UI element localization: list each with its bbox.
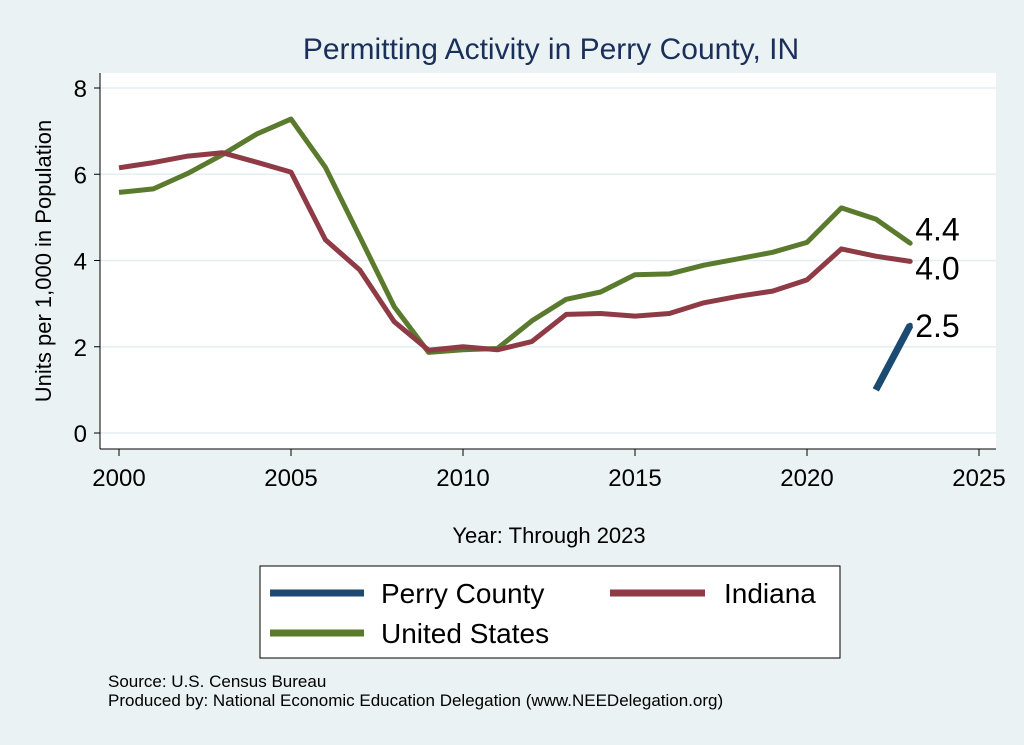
axis-layer: 0 2 4 6 8 2000 2005 2010 2015 2020 2025: [74, 73, 1006, 492]
series-endpoint-united-states: [907, 240, 913, 246]
y-tick-label: 8: [74, 76, 87, 103]
x-axis-label: Year: Through 2023: [452, 523, 645, 548]
x-tick-label: 2025: [952, 465, 1005, 492]
legend-label-perry-county: Perry County: [381, 578, 544, 609]
y-tick-label: 2: [74, 335, 87, 362]
producer-line: Produced by: National Economic Education…: [108, 691, 724, 710]
x-tick-label: 2020: [780, 465, 833, 492]
legend-label-indiana: Indiana: [724, 578, 816, 609]
end-label-united-states: 4.4: [915, 211, 959, 247]
y-tick-label: 4: [74, 249, 87, 276]
source-line: Source: U.S. Census Bureau: [108, 672, 327, 691]
series-layer: [118, 116, 914, 392]
series-line-united-states: [118, 116, 912, 355]
x-tick-label: 2015: [608, 465, 661, 492]
source-note: Source: U.S. Census Bureau Produced by: …: [108, 672, 723, 710]
label-layer: 2.5 4.04.4: [915, 211, 959, 344]
series-line-indiana: [118, 150, 911, 353]
chart-title: Permitting Activity in Perry County, IN: [303, 33, 799, 66]
y-tick-label: 6: [74, 162, 87, 189]
legend-label-united-states: United States: [381, 618, 549, 649]
grid-layer: [100, 87, 996, 434]
legend-box: [259, 565, 841, 659]
legend: Perry County Indiana United States: [259, 565, 841, 659]
series-line-perry-county: [872, 323, 914, 392]
x-tick-label: 2010: [436, 465, 489, 492]
end-label-indiana: 4.0: [915, 250, 959, 286]
series-endpoint-perry-county: [907, 322, 913, 328]
y-tick-label: 0: [74, 421, 87, 448]
end-label-perry-county: 2.5: [915, 308, 959, 344]
x-tick-label: 2000: [92, 465, 145, 492]
x-tick-label: 2005: [264, 465, 317, 492]
y-axis-label: Units per 1,000 in Population: [31, 120, 56, 403]
series-endpoint-indiana: [907, 258, 913, 264]
